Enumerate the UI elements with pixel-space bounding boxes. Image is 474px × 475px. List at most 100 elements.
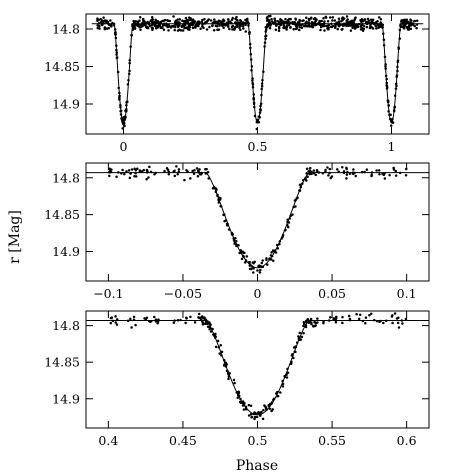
data-point [176,18,179,21]
data-point [225,21,229,24]
data-point [309,16,313,19]
data-point [244,18,247,22]
data-point [294,18,298,21]
data-point [394,87,398,90]
data-point [331,16,335,19]
data-point [185,317,188,320]
data-point [326,166,329,169]
data-point [345,177,348,180]
data-point [352,25,356,29]
data-point [286,371,290,375]
data-point [217,198,220,201]
data-point [110,316,114,319]
model-curve [86,172,429,269]
data-point [219,205,223,208]
data-point [145,178,148,181]
data-point [101,23,104,27]
data-point [103,27,107,31]
data-point [274,24,278,27]
data-point [408,24,412,27]
data-point [362,24,366,28]
data-point [372,22,376,26]
data-point [386,99,390,102]
data-point [269,14,272,18]
data-point [230,25,234,29]
data-point [152,21,156,24]
data-point [286,225,290,229]
data-point [134,171,137,175]
data-point [108,167,111,170]
data-point [117,171,120,174]
data-point [361,23,364,26]
data-point [341,166,344,169]
data-point [113,28,117,31]
data-point [310,172,313,176]
data-point [337,24,341,28]
data-point [375,27,378,30]
data-point [217,28,221,31]
data-point [309,317,313,321]
data-point [119,109,122,113]
data-point [365,168,369,171]
data-point [185,26,188,29]
data-point [105,27,109,30]
data-point [115,44,118,47]
data-point [369,312,373,315]
data-point [227,18,230,22]
data-point [115,51,119,54]
data-point [354,174,357,178]
data-point [302,331,305,335]
data-point [197,24,200,28]
data-point [397,326,401,329]
data-point [102,22,106,25]
data-point [322,16,325,20]
data-point [331,19,334,22]
data-point [211,21,215,25]
data-point [253,415,257,419]
data-point [138,170,142,173]
data-point [208,328,211,331]
data-point [281,379,284,383]
data-point [385,77,388,81]
data-point [250,415,254,419]
data-point [150,15,154,19]
data-point [375,319,379,323]
data-point [112,23,116,27]
data-point [128,59,131,62]
data-point [234,21,237,24]
data-point [415,23,419,26]
data-point [337,17,341,20]
data-point [370,20,373,23]
data-point [262,70,265,74]
data-point [126,319,130,323]
data-point [300,26,303,29]
data-point [200,315,204,319]
data-point [119,105,122,109]
data-point [111,319,115,323]
data-point [379,17,383,21]
data-point [202,316,206,319]
data-point [191,20,194,24]
data-point [399,23,402,26]
data-point [324,16,328,19]
data-point [319,28,322,32]
data-point [225,369,229,373]
data-point [292,205,295,209]
data-point [384,319,388,323]
data-point [289,26,292,29]
data-point [123,124,126,128]
data-point [319,25,323,29]
data-point [262,408,265,412]
x-tick-label: 0.6 [397,433,417,448]
data-point [328,171,331,175]
data-point [360,170,364,174]
data-point [326,19,330,23]
data-point [207,18,210,21]
data-point [196,175,200,178]
data-point [286,218,289,221]
data-point [115,48,118,52]
data-point [383,172,386,175]
data-point [175,165,178,168]
data-point [283,374,286,378]
data-point [223,22,226,26]
